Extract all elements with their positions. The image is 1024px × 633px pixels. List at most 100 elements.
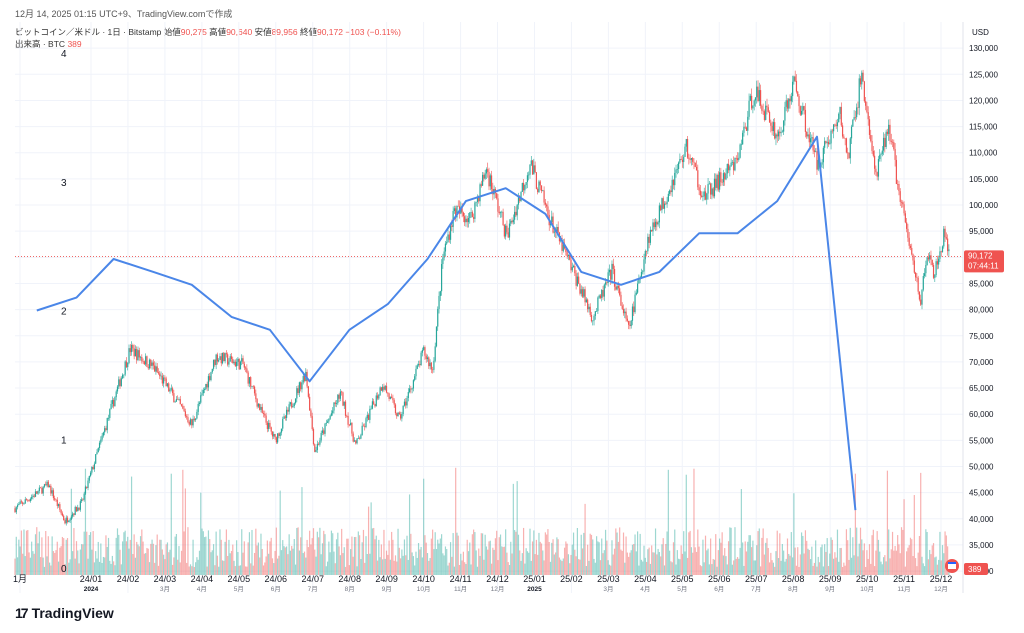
volume-bar [22, 553, 24, 575]
volume-bar [200, 492, 202, 575]
volume-bar [168, 552, 170, 575]
time-tick-sublabel: 11月 [897, 585, 910, 593]
volume-bar [734, 527, 736, 575]
candle-body [934, 275, 936, 278]
volume-bar [100, 543, 102, 575]
volume-bar [473, 529, 475, 575]
volume-bar [857, 556, 859, 575]
candle-body [442, 257, 444, 265]
candle-body [41, 488, 43, 494]
candle-body [314, 444, 316, 452]
candle-body [690, 157, 693, 160]
volume-bar [285, 546, 288, 575]
volume-bar [763, 554, 766, 575]
volume-bar [320, 554, 322, 575]
volume-bar [346, 538, 348, 575]
volume-bar [72, 551, 74, 575]
candle-body [557, 226, 559, 233]
volume-bar [33, 553, 35, 575]
volume-bar [923, 566, 926, 575]
candle-body [649, 229, 652, 243]
candle-body [15, 507, 17, 513]
tradingview-logo[interactable]: 17 TradingView [15, 605, 114, 621]
volume-bar [761, 537, 763, 575]
volume-bar [581, 548, 584, 575]
volume-bar [206, 566, 208, 575]
volume-bar [166, 542, 169, 575]
candle-body [843, 136, 845, 139]
candle-body [61, 513, 63, 516]
candle-body [280, 428, 283, 433]
volume-bar [678, 558, 680, 575]
time-tick-sublabel: 4月 [197, 585, 207, 593]
volume-bar [315, 556, 317, 575]
volume-bar [670, 561, 672, 575]
volume-bar [647, 549, 649, 575]
candle-body [352, 433, 354, 442]
volume-bar [268, 553, 270, 575]
candle-body [414, 376, 416, 381]
volume-bar [617, 541, 619, 575]
volume-bar [243, 541, 245, 575]
volume-bar [722, 555, 725, 575]
candle-body [777, 131, 780, 137]
volume-bar [589, 533, 591, 575]
candle-body [143, 361, 145, 365]
volume-bar [702, 539, 704, 575]
volume-bar [70, 488, 72, 575]
candle-body [279, 432, 281, 437]
volume-bar [306, 539, 308, 575]
volume-bar [481, 533, 484, 575]
volume-bar [452, 533, 454, 575]
volume-bar [125, 541, 128, 575]
candle-body [652, 222, 654, 232]
volume-bar [533, 530, 535, 575]
candle-body [612, 263, 614, 269]
candle-body [184, 411, 186, 417]
candle-body [244, 367, 247, 369]
volume-bar [818, 562, 821, 575]
candle-body [506, 225, 508, 233]
candle-body [114, 397, 116, 407]
volume-bar [538, 532, 540, 575]
time-tick-sublabel: 6月 [271, 585, 281, 593]
candle-body [348, 424, 350, 426]
volume-bar [806, 540, 808, 575]
volume-bar [382, 559, 384, 575]
volume-bar [917, 552, 919, 575]
volume-bar [490, 563, 493, 575]
volume-bar [891, 531, 894, 575]
candle-body [767, 107, 769, 112]
volume-bar [171, 564, 174, 575]
volume-bar [209, 539, 211, 575]
volume-bar [520, 560, 522, 575]
calendar-toggle-icon[interactable] [945, 559, 959, 573]
volume-bar [270, 537, 272, 575]
volume-bar [918, 535, 921, 575]
candle-body [361, 425, 363, 436]
candle-body [127, 362, 129, 368]
volume-bar [104, 557, 106, 575]
candle-body [685, 138, 687, 147]
candle-body [220, 356, 222, 364]
candle-body [707, 184, 709, 194]
volume-bar [434, 532, 436, 575]
time-tick-label: 1月 [13, 574, 27, 584]
volume-bar [113, 561, 115, 575]
candle-body [480, 184, 482, 186]
candle-body [120, 378, 122, 387]
candle-body [282, 419, 284, 429]
volume-bar [441, 534, 443, 575]
candle-body [800, 110, 803, 115]
volume-bar [41, 537, 43, 575]
volume-bar [936, 564, 938, 575]
candle-body [529, 164, 531, 175]
volume-bar [766, 538, 768, 575]
candle-body [665, 203, 667, 205]
volume-bar [669, 550, 671, 575]
volume-bar [229, 553, 231, 575]
volume-bar [15, 536, 17, 575]
candle-body [402, 405, 404, 414]
